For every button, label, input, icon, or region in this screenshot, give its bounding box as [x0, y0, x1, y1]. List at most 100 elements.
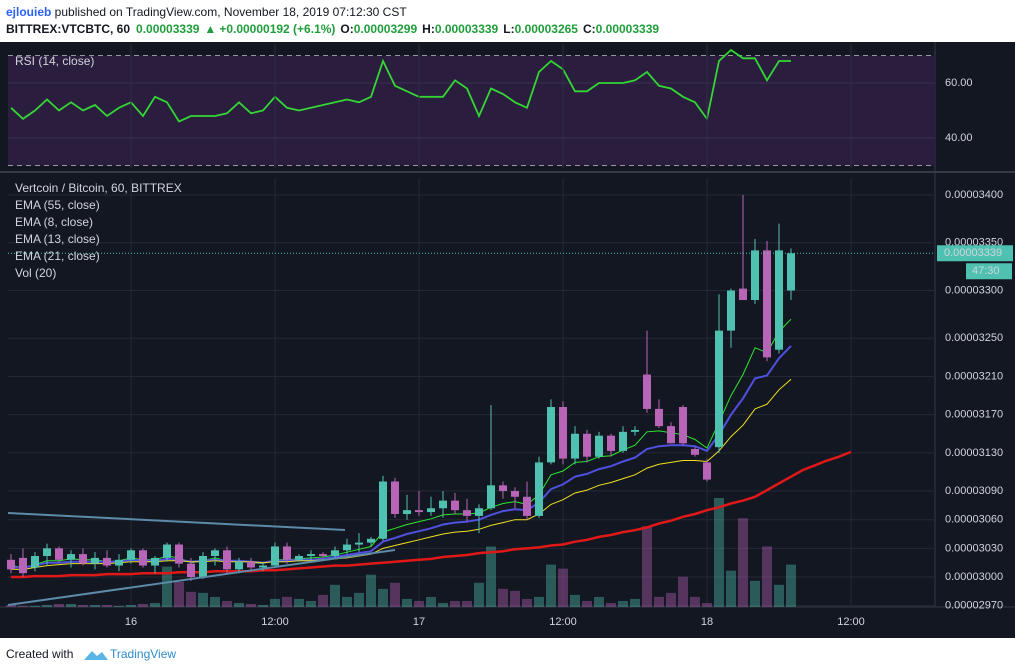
last-price-box [937, 245, 1013, 262]
volume-bar [558, 568, 568, 607]
countdown-label: 47:30 [972, 265, 1000, 277]
candle-body [475, 508, 483, 516]
volume-bar [738, 518, 748, 607]
countdown-box [966, 263, 1012, 280]
volume-bar [138, 603, 148, 607]
x-tick-label: 12:00 [261, 616, 289, 628]
volume-bar [306, 600, 316, 607]
change: +0.00000192 (+6.1%) [219, 22, 335, 36]
volume-bar [114, 605, 124, 607]
volume-bar [750, 580, 760, 607]
published: published on TradingView.com, November 1… [51, 5, 407, 19]
candle-body [691, 449, 699, 455]
volume-bar [642, 526, 652, 607]
volume-bar [594, 596, 604, 607]
volume-bar [546, 564, 556, 607]
candle-body [595, 435, 603, 457]
candle-body [103, 557, 111, 566]
volume-bar [42, 604, 52, 607]
candle-body [115, 559, 123, 566]
candle-body [79, 554, 87, 564]
l: 0.00003265 [515, 22, 579, 36]
candle-body [547, 407, 555, 463]
candle-body [619, 431, 627, 451]
candle-body [307, 554, 315, 557]
candle-body [583, 433, 591, 457]
candle-body [643, 374, 651, 409]
volume-bar [678, 576, 688, 607]
volume-bar [726, 570, 736, 607]
candle-body [151, 557, 159, 566]
volume-bar [390, 582, 400, 607]
candle-body [91, 557, 99, 564]
trend-line [7, 512, 346, 531]
volume-bar [414, 600, 424, 607]
candle-body [535, 462, 543, 516]
volume-bar [450, 600, 460, 607]
candle-body [667, 426, 675, 444]
header-line: ejlouieb published on TradingView.com, N… [6, 5, 407, 19]
candle-body [211, 550, 219, 557]
c: 0.00003339 [596, 22, 660, 36]
y-tick-label: 0.00003000 [945, 571, 1003, 583]
volume-bar [342, 596, 352, 607]
volume-bar [78, 604, 88, 607]
volume-bar [6, 604, 16, 607]
volume-bar [294, 598, 304, 607]
candle-body [367, 538, 375, 543]
volume-bar [186, 591, 196, 607]
volume-bar [330, 584, 340, 607]
candle-body [283, 546, 291, 560]
x-tick-label: 16 [125, 616, 137, 628]
candle-body [487, 485, 495, 509]
author: ejlouieb [6, 5, 51, 19]
candle-body [55, 548, 63, 560]
volume-bar [462, 600, 472, 607]
candle-body [607, 435, 615, 451]
last-price-label: 0.00003339 [944, 247, 1002, 259]
candle-body [31, 556, 39, 568]
candle-body [379, 481, 387, 539]
volume-bar [246, 603, 256, 607]
legend-entry: Vertcoin / Bitcoin, 60, BITTREX [15, 181, 182, 195]
volume-bar [30, 605, 40, 607]
candle-body [355, 542, 363, 545]
candle-body [679, 407, 687, 444]
candle-body [511, 491, 519, 497]
candle-body [631, 429, 639, 432]
volume-bar [654, 596, 664, 607]
volume-bar [774, 584, 784, 607]
volume-bar [606, 602, 616, 607]
footer-brand: TradingView [110, 647, 176, 661]
l-key: L: [503, 22, 514, 36]
candle-body [295, 556, 303, 560]
volume-bar [570, 594, 580, 607]
y-tick-label: 0.00003060 [945, 514, 1003, 526]
candle-body [787, 253, 795, 291]
x-tick-label: 12:00 [549, 616, 577, 628]
volume-bar [402, 598, 412, 607]
candle-body [127, 550, 135, 560]
candle-body [187, 563, 195, 578]
symbol: BITTREX:VTCBTC, 60 [6, 22, 130, 36]
candle-body [523, 496, 531, 516]
candle-body [271, 546, 279, 566]
volume-bar [366, 574, 376, 607]
volume-bar [438, 602, 448, 607]
y-tick-label: 0.00002970 [945, 600, 1003, 612]
volume-bar [762, 546, 772, 607]
volume-bar [222, 600, 232, 607]
legend-entry: EMA (55, close) [15, 198, 100, 212]
o-key: O: [340, 22, 353, 36]
legend-entry: Vol (20) [15, 266, 56, 280]
candle-body [439, 500, 447, 509]
volume-bar [210, 596, 220, 607]
candle-body [715, 330, 723, 448]
volume-bar [354, 592, 364, 607]
candle-body [727, 290, 735, 331]
footer-text: Created with [6, 647, 73, 661]
candle-body [751, 250, 759, 301]
x-tick-label: 18 [701, 616, 713, 628]
candle-body [331, 550, 339, 557]
volume-bar [474, 582, 484, 607]
